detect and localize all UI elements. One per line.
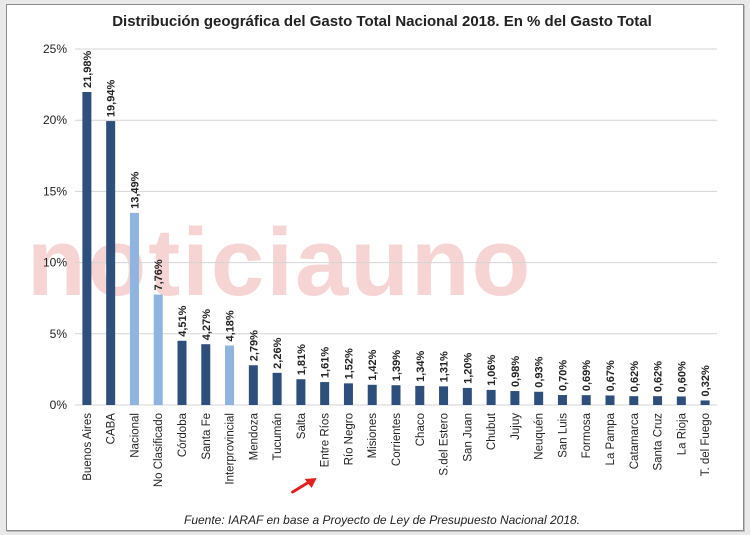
bar <box>129 212 139 405</box>
bar <box>439 386 449 405</box>
category-label: Interprovincial <box>225 413 237 485</box>
bar <box>676 396 686 405</box>
category-label: Nacional <box>129 413 141 458</box>
category-label: Chaco <box>415 413 427 446</box>
value-label: 0,62% <box>629 361 641 392</box>
bar <box>391 385 401 405</box>
bar <box>653 396 663 405</box>
highlight-arrow <box>291 478 317 494</box>
bar <box>486 389 496 405</box>
value-label: 0,67% <box>605 360 617 391</box>
chart: noticiauno Distribución geográfica del G… <box>27 13 717 527</box>
y-axis-ticks: 0% 5% 10% 15% 20% 25% <box>43 42 67 412</box>
category-label: Chubut <box>486 412 498 450</box>
category-label: La Rioja <box>676 412 688 455</box>
value-label: 4,18% <box>225 310 237 341</box>
value-label: 1,61% <box>320 347 332 378</box>
value-label: 2,26% <box>272 337 284 368</box>
value-label: 1,81% <box>296 344 308 375</box>
value-label: 0,98% <box>510 356 522 387</box>
y-tick-label: 25% <box>43 42 67 56</box>
y-tick-label: 15% <box>43 184 67 198</box>
category-label: T. del Fuego <box>700 413 712 476</box>
category-label: Catamarca <box>629 412 641 469</box>
bar <box>82 92 92 406</box>
value-label: 1,52% <box>343 348 355 379</box>
bar <box>510 391 520 405</box>
bar <box>367 384 377 405</box>
category-label: CABA <box>106 413 118 445</box>
category-label: Entre Ríos <box>320 413 332 468</box>
value-label: 0,62% <box>653 361 665 392</box>
bar <box>415 385 425 405</box>
category-label: S.del Estero <box>439 413 451 476</box>
value-label: 0,93% <box>534 356 546 387</box>
bar <box>272 372 282 405</box>
value-label: 0,32% <box>700 365 712 396</box>
category-label: Río Negro <box>343 413 355 465</box>
value-label: 1,20% <box>462 353 474 384</box>
bar <box>557 395 567 405</box>
category-label: Misiones <box>367 413 379 459</box>
value-label: 4,27% <box>201 309 213 340</box>
y-tick-label: 0% <box>50 398 68 412</box>
category-label: Córdoba <box>177 412 189 457</box>
bar <box>343 383 353 405</box>
category-label: Neuquén <box>534 413 546 460</box>
category-labels: Buenos Aires CABA Nacional No Clasificado Có… <box>82 412 712 487</box>
bar <box>462 387 472 405</box>
arrow-head <box>304 478 317 488</box>
bar <box>201 344 211 405</box>
bar <box>248 365 258 405</box>
value-label: 19,94% <box>106 80 118 118</box>
bars <box>82 92 710 406</box>
y-tick-label: 10% <box>43 256 67 270</box>
value-label: 0,60% <box>676 361 688 392</box>
bar <box>581 395 591 405</box>
y-tick-label: 20% <box>43 113 67 127</box>
category-label: San Luis <box>557 413 569 458</box>
category-label: No Clasificado <box>153 413 165 487</box>
value-labels: 21,98% 19,94% 13,49% 7,76% 4,51% 4,27% 4,18% 2,… <box>82 50 712 396</box>
bar <box>177 340 187 405</box>
value-label: 0,69% <box>581 360 593 391</box>
value-label: 4,51% <box>177 305 189 336</box>
category-label: Corrientes <box>391 413 403 466</box>
bar <box>296 379 306 405</box>
category-label: Formosa <box>581 412 593 458</box>
bar <box>153 294 163 405</box>
category-label: Tucumán <box>272 413 284 461</box>
category-label: Santa Cruz <box>653 413 665 471</box>
bar <box>225 345 235 405</box>
value-label: 13,49% <box>129 171 141 209</box>
value-label: 7,76% <box>153 259 165 290</box>
bar <box>106 121 116 406</box>
category-label: Santa Fe <box>201 413 213 460</box>
source-note: Fuente: IARAF en base a Proyecto de Ley … <box>184 513 580 527</box>
y-tick-label: 5% <box>50 327 68 341</box>
category-label: Buenos Aires <box>82 413 94 481</box>
chart-frame: noticiauno Distribución geográfica del G… <box>6 4 744 531</box>
bar <box>605 395 615 405</box>
category-label: San Juan <box>462 413 474 462</box>
value-label: 21,98% <box>82 50 94 88</box>
bar <box>700 400 710 405</box>
value-label: 1,42% <box>367 349 379 380</box>
bar <box>629 396 639 405</box>
value-label: 0,70% <box>557 360 569 391</box>
value-label: 1,39% <box>391 350 403 381</box>
category-label: Jujuy <box>510 413 522 440</box>
category-label: Mendoza <box>248 412 260 460</box>
value-label: 2,79% <box>248 330 260 361</box>
chart-title: Distribución geográfica del Gasto Total … <box>112 13 652 30</box>
value-label: 1,06% <box>486 354 498 385</box>
category-label: Salta <box>296 412 308 439</box>
value-label: 1,34% <box>415 351 427 382</box>
bar <box>534 391 544 405</box>
value-label: 1,31% <box>439 351 451 382</box>
category-label: La Pampa <box>605 412 617 465</box>
bar <box>320 382 330 405</box>
